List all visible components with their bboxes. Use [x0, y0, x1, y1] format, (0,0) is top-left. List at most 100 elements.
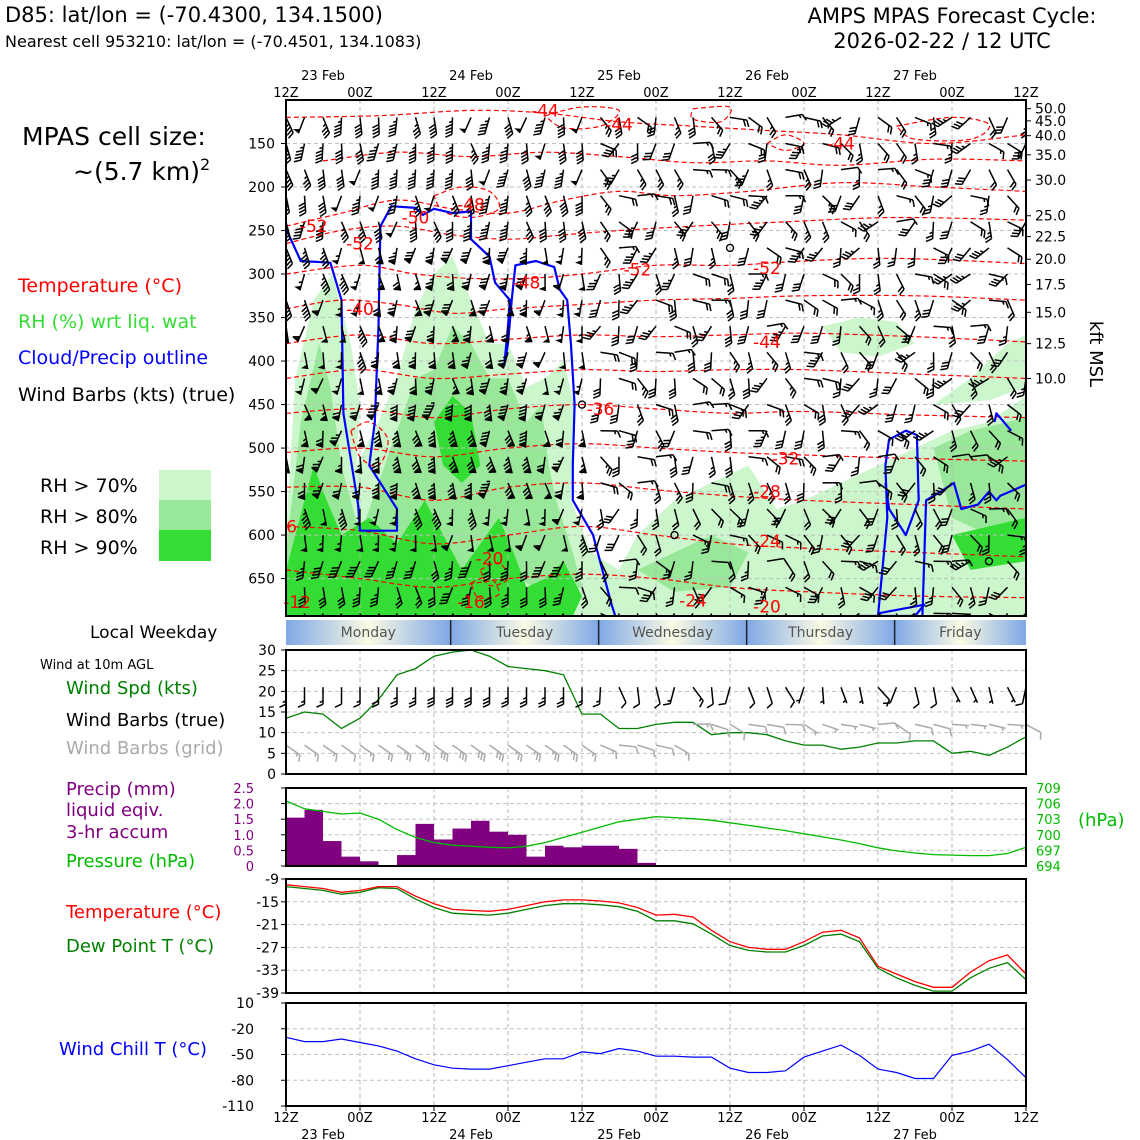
weekday-label: Local Weekday	[90, 623, 217, 643]
wind-barb	[388, 534, 398, 553]
barb-full	[507, 492, 514, 500]
barb-full	[887, 264, 895, 268]
barb-full	[557, 123, 565, 129]
barb-full	[503, 460, 510, 467]
barb-full	[601, 573, 607, 580]
barb-full	[1019, 548, 1026, 553]
barb-full	[850, 472, 858, 477]
barb-full	[954, 182, 963, 186]
barb-full	[408, 159, 416, 165]
y-tick-label: -27	[256, 940, 279, 956]
wind-barb	[926, 352, 935, 374]
barb-full	[639, 181, 645, 188]
barb-full	[789, 701, 796, 709]
barb-full	[296, 464, 304, 468]
barb-flag	[486, 338, 494, 343]
barb-half	[300, 700, 305, 704]
wind-barb	[355, 534, 364, 553]
barb-staff	[352, 169, 361, 186]
barb-full	[343, 289, 349, 296]
wind-barb	[785, 113, 807, 121]
barb-full	[392, 438, 400, 444]
barb-half	[466, 356, 470, 359]
barb-half	[852, 228, 854, 232]
barb-full	[315, 153, 323, 158]
wind-barb-grid	[859, 723, 877, 732]
barb-full	[789, 257, 797, 261]
barb-full	[777, 467, 781, 475]
barb-flag	[332, 416, 340, 422]
barb-full	[952, 147, 960, 153]
barb-full	[876, 312, 883, 319]
barb-full	[799, 594, 802, 603]
barb-full	[526, 211, 533, 218]
barb-full	[424, 307, 432, 310]
barb-full	[365, 572, 373, 575]
barb-full	[613, 283, 621, 289]
barb-full	[604, 232, 609, 240]
barb-full	[901, 131, 907, 139]
barb-full	[968, 603, 976, 609]
barb-half	[432, 511, 437, 516]
barb-full	[553, 411, 561, 414]
wind-barb	[988, 430, 1002, 451]
wind-barb	[670, 530, 679, 540]
wind-barb	[522, 482, 534, 500]
wind-barb	[460, 587, 472, 607]
wind-barb-true	[883, 686, 898, 705]
barb-full	[499, 234, 507, 239]
barb-full	[900, 180, 906, 188]
weekday-cell	[894, 620, 1026, 645]
barb-full	[440, 599, 448, 602]
barb-full	[411, 487, 418, 493]
barb-full	[862, 562, 870, 568]
barb-half	[298, 281, 303, 284]
time-tick-label: 12Z	[569, 86, 595, 101]
barb-full	[878, 338, 885, 345]
barb-full	[624, 306, 632, 310]
wind-barb-true	[1015, 687, 1027, 707]
barb-staff	[1025, 482, 1026, 491]
wind-barb	[724, 456, 733, 479]
barb-full	[930, 564, 934, 573]
wind-barb	[793, 430, 805, 450]
pressure-tick-label: 250	[248, 224, 275, 240]
barb-full	[518, 415, 526, 420]
barb-full	[578, 234, 586, 241]
barb-half	[667, 279, 672, 282]
barb-full	[988, 283, 996, 287]
barb-full	[435, 524, 442, 531]
barb-full	[683, 260, 692, 265]
wind-barb	[570, 117, 583, 134]
barb-full	[951, 125, 959, 130]
wind-barb	[427, 482, 436, 500]
barb-full	[273, 627, 280, 632]
barb-flag	[440, 259, 448, 264]
barb-flag	[357, 442, 365, 448]
wind-barb	[351, 195, 361, 216]
wind-barb	[840, 273, 854, 293]
barb-full	[406, 251, 414, 254]
barb-full	[311, 492, 320, 496]
wind-barb	[349, 404, 361, 422]
barb-full	[517, 385, 525, 389]
pressure-tick-label: 400	[248, 354, 275, 370]
barb-full	[334, 123, 342, 128]
height-tick-label: 35.0	[1035, 148, 1066, 164]
barb-full	[515, 284, 523, 287]
time-tick-label: 00Z	[643, 1111, 669, 1126]
barb-full	[374, 231, 382, 237]
barb-full	[806, 365, 814, 368]
barb-full	[653, 495, 661, 502]
barb-full	[468, 518, 475, 525]
wind-barb	[925, 221, 935, 243]
wind-barb	[389, 482, 398, 500]
wind-barb	[295, 456, 306, 474]
wind-barb	[311, 299, 324, 317]
barb-full	[485, 333, 492, 340]
barb-full	[889, 127, 893, 135]
barb-full	[478, 237, 487, 241]
wind-barb	[570, 169, 583, 186]
barb-full	[315, 441, 323, 446]
barb-flag	[276, 389, 283, 395]
